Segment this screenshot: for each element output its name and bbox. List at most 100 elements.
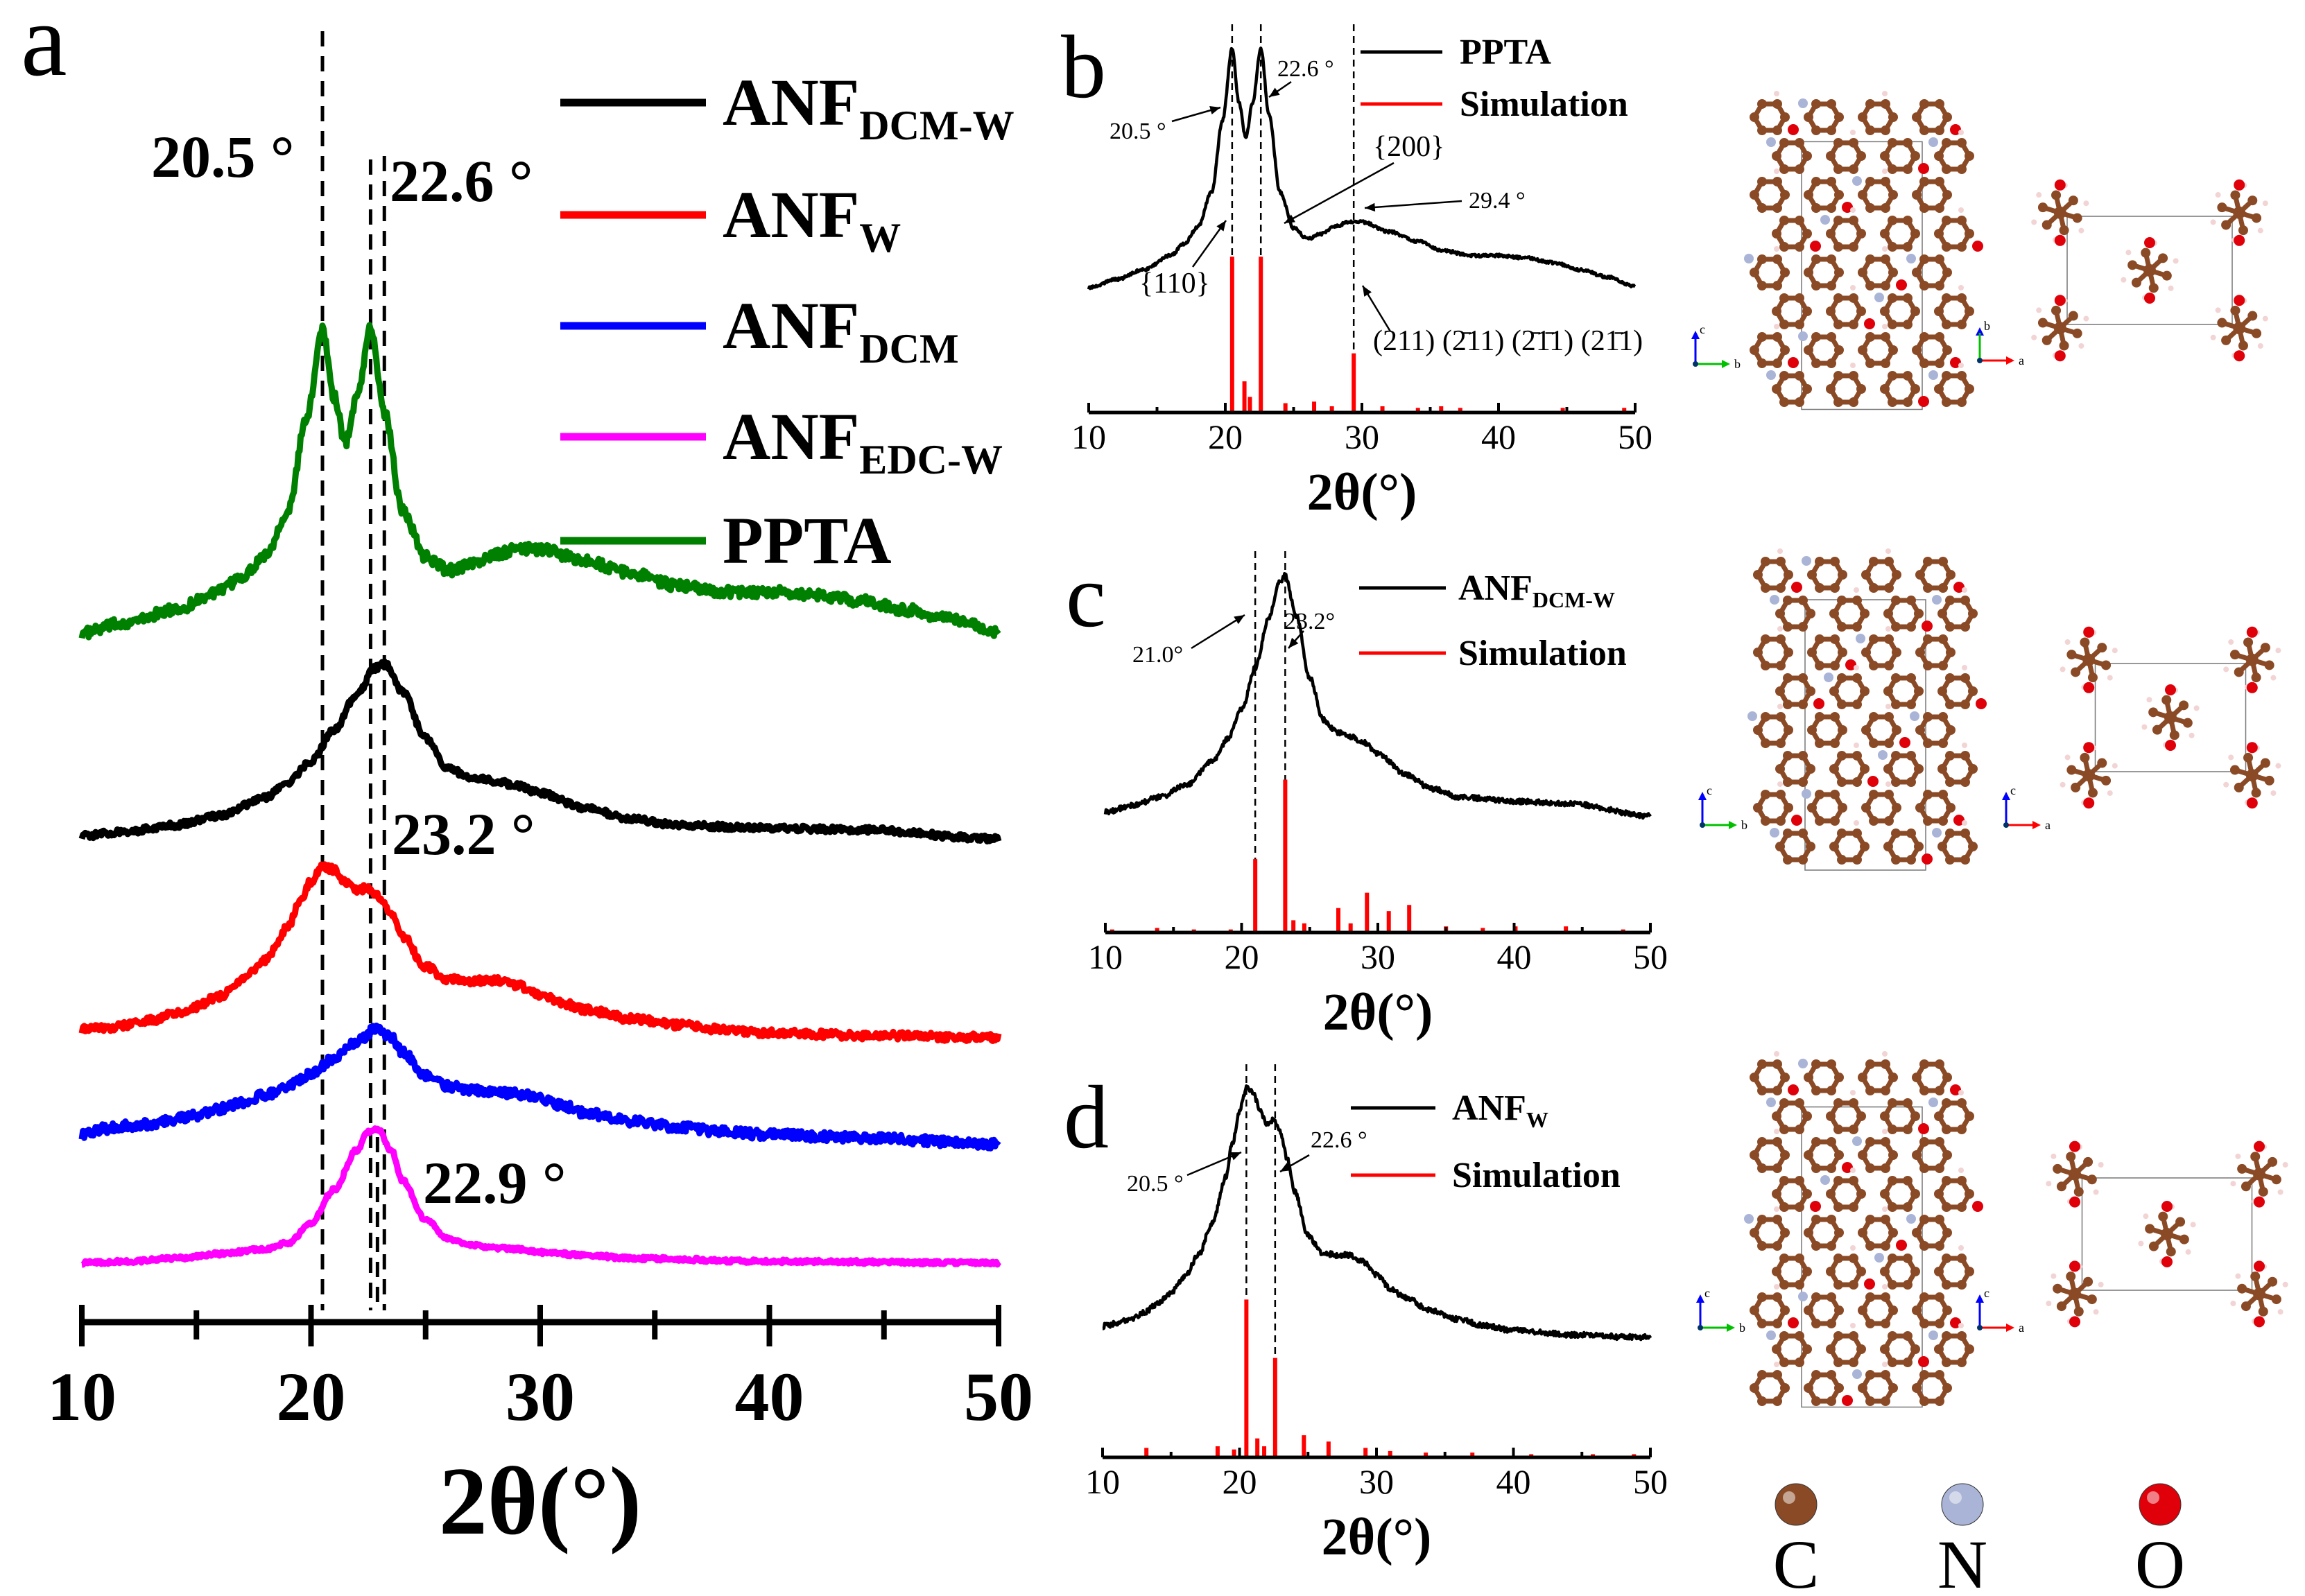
carbon-atom: [1891, 622, 1901, 632]
carbon-atom: [1849, 370, 1858, 381]
carbon-atom: [1798, 777, 1808, 788]
carbon-atom: [1865, 176, 1875, 187]
carbon-atom: [2158, 1211, 2168, 1222]
carbon-atom: [1906, 750, 1916, 761]
carbon-atom: [1942, 320, 1951, 330]
hydrogen-atom: [2275, 763, 2281, 769]
carbon-atom: [1861, 570, 1871, 580]
structure-chain-view-b: [1744, 91, 1983, 410]
carbon-atom: [1942, 1228, 1952, 1238]
carbon-atom: [1935, 125, 1944, 136]
carbon-atom: [2271, 1294, 2281, 1305]
carbon-atom: [1750, 1150, 1759, 1160]
carbon-atom: [1903, 1358, 1913, 1368]
carbon-atom: [1811, 1163, 1821, 1174]
carbon-atom: [2164, 711, 2177, 724]
carbon-atom: [1912, 190, 1922, 200]
panel-b-legend-entry-base: PPTA: [1460, 33, 1551, 72]
carbon-atom: [1910, 1189, 1920, 1199]
carbon-atom: [1849, 1098, 1858, 1108]
oxygen-atom: [1922, 853, 1933, 865]
carbon-atom: [1883, 764, 1893, 774]
carbon-atom: [2056, 1181, 2066, 1192]
carbon-atom: [1798, 622, 1808, 632]
carbon-atom: [2066, 650, 2077, 660]
carbon-atom: [1858, 1306, 1867, 1315]
carbon-atom: [1772, 1344, 1781, 1354]
hydrogen-atom: [1882, 324, 1888, 329]
panel-a-legend-entry-base: ANF: [723, 399, 859, 474]
carbon-atom: [1891, 700, 1901, 710]
carbon-atom: [1833, 1358, 1843, 1368]
panel-d-legend-entry: Simulation: [1452, 1156, 1621, 1195]
carbon-atom: [2268, 1276, 2278, 1287]
carbon-atom: [1780, 1228, 1790, 1238]
hydrogen-atom: [2078, 227, 2084, 234]
carbon-atom: [1802, 384, 1812, 394]
hydrogen-atom: [2125, 250, 2132, 256]
carbon-atom: [1780, 112, 1790, 122]
hydrogen-atom: [2168, 285, 2174, 291]
hydrogen-atom: [1882, 1206, 1888, 1212]
carbon-atom: [1938, 661, 1948, 671]
carbon-atom: [2145, 1224, 2155, 1234]
oxygen-atom: [2254, 1196, 2265, 1208]
oxygen-atom: [1918, 1356, 1929, 1367]
carbon-atom: [1935, 1136, 1944, 1147]
hydrogen-atom: [1958, 1323, 1964, 1328]
panel-b-legend-entry: Simulation: [1460, 85, 1628, 124]
carbon-atom: [1795, 1330, 1804, 1341]
hydrogen-atom: [1774, 246, 1779, 252]
hydrogen-atom: [2223, 781, 2229, 788]
carbon-atom: [1772, 1241, 1782, 1251]
carbon-atom: [1779, 1098, 1789, 1108]
carbon-atom: [1919, 1086, 1929, 1096]
carbon-atom: [1912, 1073, 1922, 1082]
nitrogen-atom: [1852, 1136, 1862, 1146]
hydrogen-atom: [1850, 130, 1856, 135]
nitrogen-atom: [1874, 1253, 1884, 1263]
carbon-atom: [1827, 1369, 1836, 1380]
carbon-atom: [1888, 320, 1897, 330]
carbon-atom: [1934, 151, 1944, 161]
carbon-atom: [1957, 1280, 1967, 1290]
carbon-atom: [2237, 1163, 2247, 1174]
carbon-atom: [1775, 686, 1785, 696]
carbon-atom: [1833, 242, 1843, 252]
nitrogen-atom: [1820, 215, 1830, 225]
carbon-atom: [1798, 828, 1808, 838]
hydrogen-atom: [1882, 168, 1888, 174]
hydrogen-atom: [2098, 1161, 2104, 1168]
carbon-atom: [1757, 1059, 1767, 1069]
carbon-atom: [1804, 268, 1813, 277]
carbon-atom: [2041, 335, 2052, 345]
carbon-atom: [2087, 788, 2098, 798]
carbon-atom: [2217, 202, 2227, 213]
carbon-atom: [1834, 1228, 1844, 1238]
hydrogen-atom: [1882, 91, 1888, 96]
hydrogen-atom: [1885, 548, 1891, 554]
structure-chain-view-c: [1747, 548, 1987, 871]
carbon-atom: [1772, 1163, 1782, 1174]
carbon-atom: [1776, 583, 1786, 593]
hydrogen-atom: [2190, 1222, 2196, 1228]
carbon-atom: [1827, 1396, 1836, 1407]
carbon-atom: [1884, 583, 1894, 593]
panel-a-x-tick-label: 50: [964, 1358, 1033, 1435]
hydrogen-atom: [2121, 277, 2127, 283]
hydrogen-atom: [1882, 1362, 1888, 1367]
carbon-atom: [1912, 1383, 1922, 1393]
carbon-atom: [1815, 556, 1824, 566]
carbon-atom: [2143, 264, 2156, 277]
carbon-atom: [1833, 215, 1843, 225]
hydrogen-atom: [1850, 1168, 1856, 1173]
hydrogen-atom: [2173, 258, 2179, 264]
hydrogen-atom: [1958, 1090, 1964, 1095]
oxygen-atom: [2054, 179, 2066, 191]
carbon-atom: [1784, 648, 1793, 657]
carbon-atom: [1860, 609, 1870, 618]
carbon-atom: [1779, 293, 1789, 303]
carbon-atom: [1827, 1059, 1836, 1069]
carbon-atom: [1881, 125, 1890, 136]
carbon-atom: [1891, 777, 1901, 788]
